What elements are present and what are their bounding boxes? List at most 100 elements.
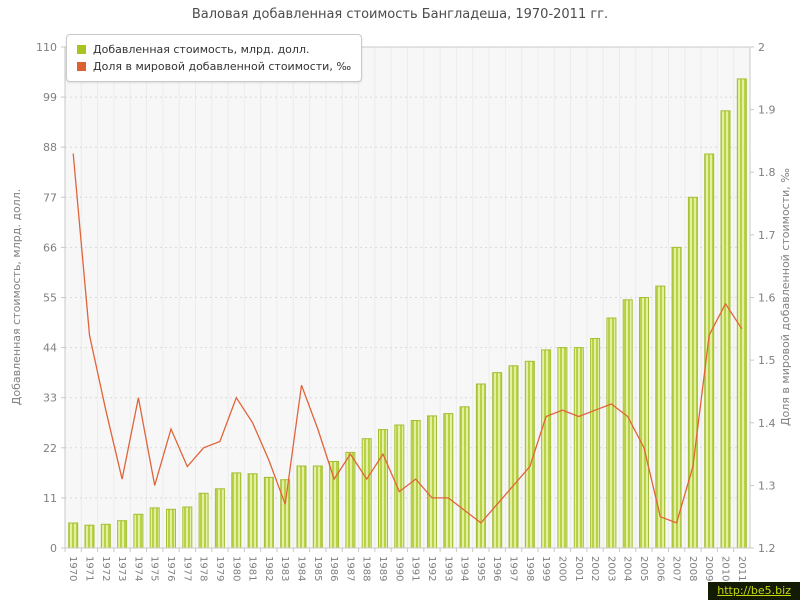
bar-2002[interactable] bbox=[590, 338, 601, 549]
bar-1981[interactable] bbox=[247, 473, 258, 549]
x-tick-label-1970: 1970 bbox=[67, 556, 78, 581]
x-tick-label-1971: 1971 bbox=[84, 556, 95, 581]
left-tick-label: 22 bbox=[43, 442, 57, 455]
x-tick-label-1991: 1991 bbox=[410, 556, 421, 581]
x-tick-label-1989: 1989 bbox=[377, 556, 388, 581]
right-tick-label: 1.9 bbox=[758, 104, 776, 117]
x-tick-label-1988: 1988 bbox=[361, 556, 372, 581]
bar-1992[interactable] bbox=[427, 415, 437, 549]
x-tick-label-1973: 1973 bbox=[116, 556, 127, 581]
x-tick-label-1987: 1987 bbox=[344, 556, 355, 581]
x-tick-label-2005: 2005 bbox=[638, 556, 649, 581]
left-tick-label: 77 bbox=[43, 191, 57, 204]
bar-1975[interactable] bbox=[149, 507, 160, 549]
share-line bbox=[72, 153, 743, 524]
bar-1996[interactable] bbox=[492, 372, 503, 549]
bar-1990[interactable] bbox=[394, 424, 405, 549]
x-tick-label-1982: 1982 bbox=[263, 556, 274, 581]
x-tick-label-2009: 2009 bbox=[703, 556, 714, 581]
watermark-link[interactable]: http://be5.biz bbox=[708, 582, 800, 600]
x-tick-label-1972: 1972 bbox=[100, 556, 111, 581]
bar-1989[interactable] bbox=[378, 429, 388, 549]
x-tick-label-1998: 1998 bbox=[524, 556, 535, 581]
legend-label-share: Доля в мировой добавленной стоимости, ‰ bbox=[93, 60, 352, 74]
right-tick-label: 1.6 bbox=[758, 292, 776, 305]
left-axis-title: Добавленная стоимость, млрд. долл. bbox=[10, 189, 23, 405]
x-tick-label-1980: 1980 bbox=[230, 556, 241, 581]
bar-1971[interactable] bbox=[84, 524, 95, 549]
bar-1972[interactable] bbox=[100, 523, 111, 549]
x-tick-label-2003: 2003 bbox=[605, 556, 616, 581]
right-tick-label: 1.5 bbox=[758, 354, 776, 367]
bar-1984[interactable] bbox=[296, 465, 307, 549]
bar-2009[interactable] bbox=[704, 153, 715, 549]
bar-1991[interactable] bbox=[410, 420, 421, 549]
bar-2000[interactable] bbox=[557, 347, 568, 549]
bar-2003[interactable] bbox=[606, 317, 617, 549]
x-tick-label-1996: 1996 bbox=[491, 556, 502, 581]
bar-1979[interactable] bbox=[214, 488, 225, 549]
bar-1970[interactable] bbox=[68, 522, 79, 549]
x-tick-label-2004: 2004 bbox=[622, 556, 633, 581]
bar-1982[interactable] bbox=[263, 476, 274, 549]
bar-2010[interactable] bbox=[720, 110, 731, 549]
bar-2005[interactable] bbox=[639, 297, 649, 549]
x-tick-label-1983: 1983 bbox=[279, 556, 290, 581]
axes-layer bbox=[61, 46, 754, 552]
x-tick-label-2008: 2008 bbox=[687, 556, 698, 581]
left-tick-label: 99 bbox=[43, 91, 57, 104]
left-tick-label: 44 bbox=[43, 342, 57, 355]
x-tick-label-1981: 1981 bbox=[247, 556, 258, 581]
x-tick-label-1985: 1985 bbox=[312, 556, 323, 581]
x-tick-label-1984: 1984 bbox=[296, 556, 307, 581]
legend-item-value-added[interactable]: Добавленная стоимость, млрд. долл. bbox=[77, 41, 351, 58]
bar-1983[interactable] bbox=[280, 479, 291, 549]
bar-1993[interactable] bbox=[443, 413, 454, 549]
bar-1999[interactable] bbox=[541, 349, 552, 549]
x-tick-label-1997: 1997 bbox=[508, 556, 519, 581]
right-tick-label: 1.7 bbox=[758, 229, 776, 242]
bar-1976[interactable] bbox=[166, 508, 176, 549]
right-axis-title: Доля в мировой добавленной стоимости, ‰ bbox=[779, 168, 792, 426]
chart-title: Валовая добавленная стоимость Бангладеша… bbox=[192, 7, 608, 22]
bar-1994[interactable] bbox=[459, 406, 470, 549]
left-tick-label: 66 bbox=[43, 241, 57, 254]
axis-labels-layer: 0 11 22 33 44 55 66 77 88 99 110 1.2 1.3 1.4 1.5 1.6 1.7… bbox=[36, 41, 776, 581]
bar-1980[interactable] bbox=[231, 472, 242, 549]
left-tick-label: 0 bbox=[50, 542, 57, 555]
bar-2007[interactable] bbox=[671, 246, 682, 549]
bar-1987[interactable] bbox=[345, 451, 356, 549]
bar-1998[interactable] bbox=[524, 360, 535, 549]
x-tick-label-2007: 2007 bbox=[671, 556, 682, 581]
x-tick-label-1993: 1993 bbox=[442, 556, 453, 581]
x-tick-label-1975: 1975 bbox=[149, 556, 160, 581]
bar-2008[interactable] bbox=[687, 196, 698, 549]
bar-2006[interactable] bbox=[655, 285, 666, 549]
x-tick-label-2010: 2010 bbox=[720, 556, 731, 581]
bar-1997[interactable] bbox=[508, 365, 519, 549]
bar-1973[interactable] bbox=[117, 520, 128, 549]
x-tick-label-2006: 2006 bbox=[654, 556, 665, 581]
bar-1974[interactable] bbox=[133, 513, 144, 549]
legend-item-share[interactable]: Доля в мировой добавленной стоимости, ‰ bbox=[77, 58, 351, 75]
x-tick-label-1995: 1995 bbox=[475, 556, 486, 581]
legend-label-value-added: Добавленная стоимость, млрд. долл. bbox=[93, 43, 310, 56]
bar-1985[interactable] bbox=[312, 465, 323, 549]
right-tick-label: 1.4 bbox=[758, 417, 776, 430]
left-tick-label: 55 bbox=[43, 292, 57, 305]
bar-2011[interactable] bbox=[736, 78, 747, 549]
x-tick-label-1979: 1979 bbox=[214, 556, 225, 581]
x-tick-label-1990: 1990 bbox=[393, 556, 404, 581]
x-tick-label-1992: 1992 bbox=[426, 556, 437, 581]
left-tick-label: 110 bbox=[36, 41, 57, 54]
bar-2001[interactable] bbox=[573, 347, 584, 549]
x-tick-label-2001: 2001 bbox=[573, 556, 584, 581]
x-tick-label-1976: 1976 bbox=[165, 556, 176, 581]
legend-swatch-green-icon bbox=[77, 45, 86, 55]
x-tick-label-1974: 1974 bbox=[132, 556, 143, 581]
bar-1977[interactable] bbox=[182, 506, 193, 549]
bar-1988[interactable] bbox=[361, 438, 372, 549]
bar-1978[interactable] bbox=[198, 492, 209, 549]
right-tick-label: 1.2 bbox=[758, 542, 776, 555]
